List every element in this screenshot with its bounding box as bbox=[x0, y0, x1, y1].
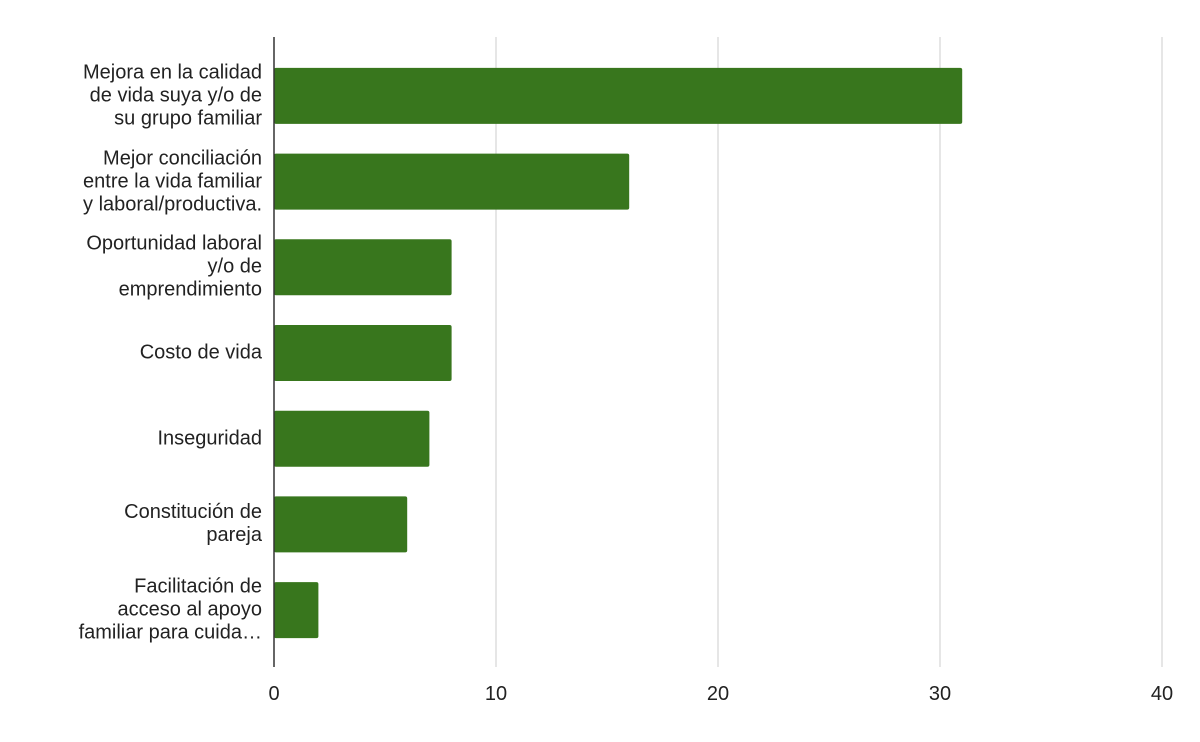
y-tick-label: Oportunidad laboral y/o de emprendimient… bbox=[86, 232, 262, 301]
bar bbox=[274, 496, 408, 553]
bar bbox=[274, 153, 630, 210]
x-tick-label: 40 bbox=[1151, 683, 1173, 705]
y-tick-label: Inseguridad bbox=[157, 427, 262, 450]
x-tick-label: 20 bbox=[707, 683, 729, 705]
bar bbox=[274, 239, 452, 296]
y-tick-label: Mejora en la calidad de vida suya y/o de… bbox=[83, 61, 262, 130]
bar bbox=[274, 582, 319, 639]
x-tick-label: 10 bbox=[485, 683, 507, 705]
y-tick-label: Mejor conciliación entre la vida familia… bbox=[83, 147, 262, 216]
bar bbox=[274, 325, 452, 381]
bar bbox=[274, 67, 963, 124]
y-tick-label: Costo de vida bbox=[139, 341, 262, 364]
y-tick-label: Constitución de pareja bbox=[124, 501, 262, 547]
x-tick-label: 30 bbox=[929, 683, 951, 705]
x-tick-label: 0 bbox=[268, 683, 279, 705]
bar bbox=[274, 410, 430, 467]
y-tick-label: Facilitación de acceso al apoyo familiar… bbox=[78, 575, 262, 644]
